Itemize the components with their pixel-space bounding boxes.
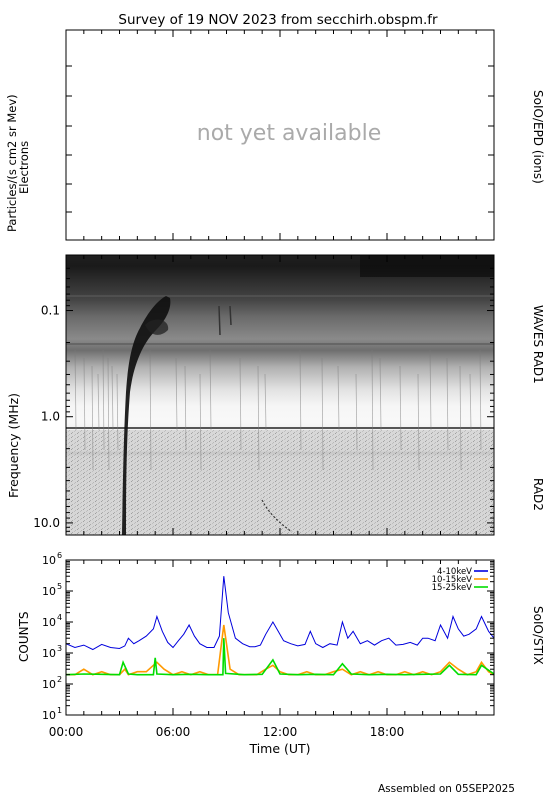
stix-y-tick-label: 10 [42, 616, 56, 629]
spectrogram-stripes [74, 349, 482, 471]
spectral-stripe [299, 349, 302, 451]
spectral-stripe [264, 373, 267, 431]
spectral-stripe [429, 349, 432, 431]
stix-y-axis-label: COUNTS [17, 611, 31, 662]
stix-y-tick-exponent: 2 [57, 675, 62, 684]
waves-y-axis-label: Frequency (MHz) [6, 393, 21, 498]
stix-y-tick-exponent: 3 [57, 644, 62, 653]
epd-status-text: not yet available [197, 121, 382, 146]
spectral-stripe [239, 357, 242, 451]
stix-x-tick-label: 00:00 [49, 725, 84, 739]
stix-series-10-15keV [66, 624, 494, 676]
stix-y-tick-label: 10 [42, 554, 56, 567]
spectral-stripe [257, 365, 260, 471]
stix-y-tick-exponent: 1 [57, 706, 62, 715]
stix-legend-label-15-25keV: 15-25keV [432, 583, 473, 593]
stix-y-tick-label: 10 [42, 678, 56, 691]
stix-y-tick-label: 10 [42, 585, 56, 598]
burst-0900 [218, 305, 221, 336]
waves-panel: 0.1 1.0 10.0 Frequency (MHz) WAVES RAD1 RA… [6, 254, 545, 536]
burst-0920 [229, 305, 232, 326]
stix-legend-label-10-15keV: 10-15keV [432, 575, 473, 585]
spectral-stripe [175, 357, 178, 431]
stix-legend-label-4-10keV: 4-10keV [437, 567, 472, 577]
stix-frame [65, 559, 495, 716]
spectral-stripe [107, 357, 110, 471]
stix-y-tick-label: 10 [42, 647, 56, 660]
waves-y-tick-label: 0.1 [41, 304, 60, 318]
spectral-stripe [337, 365, 340, 431]
spectral-stripe [102, 349, 105, 451]
spectral-stripe [199, 373, 202, 471]
spectral-stripe [74, 349, 77, 431]
spectral-stripe [149, 349, 152, 471]
rad2-drift-feature [261, 499, 293, 533]
epd-y-axis-label: Particles/(s cm2 sr Mev) [5, 94, 19, 232]
stix-x-tick-label: 18:00 [370, 725, 405, 739]
stix-y-tick-label: 10 [42, 709, 56, 722]
spectral-stripe [479, 349, 482, 451]
spectral-stripe [355, 373, 358, 451]
spectral-stripe [321, 357, 324, 471]
stix-x-tick-label: 12:00 [263, 725, 298, 739]
stix-series-15-25keV [66, 638, 494, 676]
spectral-stripe [111, 365, 114, 431]
stix-series-4-10keV [66, 576, 494, 651]
epd-right-label: SoIO/EPD (ions) [531, 90, 545, 184]
rad1-top-band [360, 255, 494, 277]
assembled-footer: Assembled on 05SEP2025 [378, 783, 515, 795]
spectral-stripe [371, 349, 374, 471]
type-iii-burst-head [145, 319, 169, 335]
spectral-stripe [399, 365, 402, 451]
waves-right-label-rad1: WAVES RAD1 [531, 305, 545, 384]
waves-ticks: 0.1 1.0 10.0 [33, 255, 495, 535]
waves-right-label-rad2: RAD2 [531, 478, 545, 511]
spectral-stripe [417, 373, 420, 471]
epd-panel: not yet available Particles/(s cm2 sr Me… [5, 29, 545, 241]
spectral-stripe [469, 373, 472, 431]
epd-ticks [65, 30, 495, 240]
spectral-stripe [459, 365, 462, 471]
waves-y-tick-label: 1.0 [41, 410, 60, 424]
stix-series-group [66, 576, 494, 676]
spectral-stripe [91, 365, 94, 471]
type-iii-burst-main [122, 296, 171, 535]
figure-title: Survey of 19 NOV 2023 from secchirh.obsp… [118, 12, 438, 28]
spectral-stripe [184, 365, 187, 451]
spectral-stripe [379, 357, 382, 431]
epd-y-axis-label-2: Electrons [17, 141, 31, 194]
spectral-stripe [209, 349, 212, 431]
stix-x-axis-label: Time (UT) [248, 741, 310, 756]
spectral-stripe [97, 373, 100, 431]
stix-x-tick-label: 06:00 [156, 725, 191, 739]
stix-right-label: SoIO/STIX [531, 606, 545, 665]
stix-y-tick-exponent: 5 [57, 582, 62, 591]
stix-y-tick-exponent: 4 [57, 613, 62, 622]
spectral-stripe [446, 357, 449, 451]
spectral-stripe [116, 373, 119, 451]
waves-y-tick-label: 10.0 [33, 516, 60, 530]
stix-y-tick-exponent: 6 [57, 551, 62, 560]
spectral-stripe [83, 357, 86, 451]
rad2-noise [66, 430, 494, 535]
